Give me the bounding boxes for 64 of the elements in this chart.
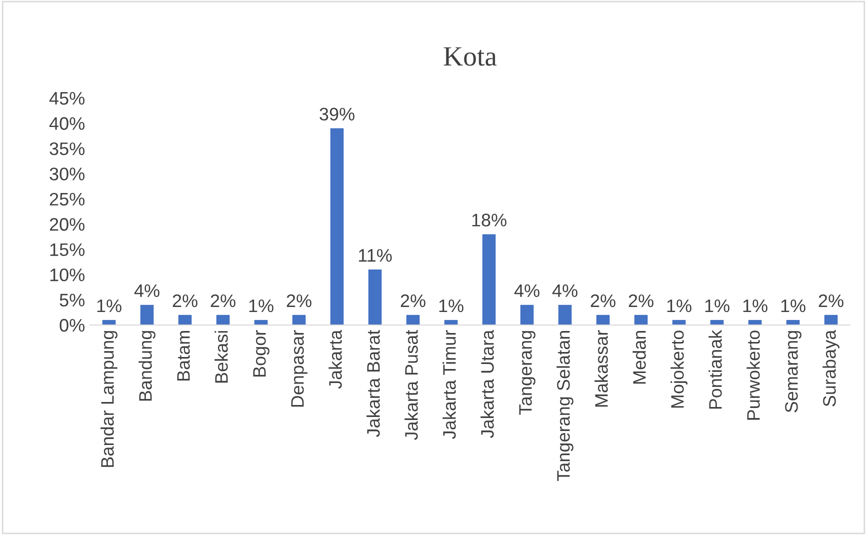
data-label: 1% [743, 300, 768, 312]
data-label: 11% [358, 249, 392, 262]
x-tick-label: Bekasi [214, 331, 228, 383]
bar [368, 270, 382, 325]
x-tick-label: Pontianak [708, 330, 722, 409]
bar [406, 314, 420, 325]
y-tick-label: 25% [50, 192, 84, 206]
data-label: 18% [472, 214, 506, 226]
bar [634, 314, 648, 325]
y-tick-label: 20% [50, 218, 84, 231]
bar [330, 128, 344, 325]
y-tick-label: 30% [50, 168, 84, 180]
x-tick-label: Medan [632, 331, 646, 384]
x-tick-label: Surabaya [822, 330, 840, 406]
data-label: 2% [400, 294, 426, 308]
data-label: 1% [439, 300, 464, 312]
x-tick-label: Denpasar [291, 330, 308, 407]
y-tick-label: 0% [60, 318, 84, 332]
y-tick-label: 35% [50, 142, 84, 156]
bar [558, 304, 572, 325]
bar [140, 304, 154, 325]
data-label: 2% [590, 294, 616, 308]
data-label: 1% [667, 300, 692, 312]
x-tick-label: Jakarta Barat [366, 330, 380, 437]
data-label: 1% [249, 300, 274, 312]
data-label: 39% [320, 108, 354, 121]
data-label: 4% [134, 284, 160, 298]
data-label: 1% [705, 300, 730, 312]
bar [596, 314, 610, 325]
x-tick-label: Makassar [594, 330, 608, 407]
y-tick-label: 5% [60, 294, 84, 306]
x-tick-label: Jakarta [328, 330, 342, 389]
x-tick-label: Tangerang [519, 331, 536, 415]
bar [178, 314, 192, 325]
bar [824, 314, 838, 325]
bar [292, 314, 306, 325]
x-tick-label: Jakarta Utara [480, 330, 494, 438]
x-tick-label: Mojokerto [670, 330, 688, 408]
x-tick-label: Semarang [785, 331, 802, 412]
data-label: 2% [286, 294, 312, 308]
y-tick-label: 40% [49, 117, 84, 130]
data-label: 2% [210, 294, 236, 308]
y-tick-label: 10% [50, 268, 84, 282]
data-label: 2% [628, 294, 654, 308]
bar [216, 314, 230, 325]
y-tick-label: 15% [50, 243, 84, 256]
x-tick-label: Tangerang Selatan [556, 331, 574, 482]
data-label: 4% [552, 284, 578, 298]
x-tick-label: Purwokerto [746, 330, 760, 420]
x-tick-label: Jakarta Pusat [404, 330, 418, 440]
x-tick-label: Bogor [253, 330, 270, 377]
y-tick-label: 45% [49, 92, 84, 105]
x-tick-label: Jakarta Timur [442, 330, 456, 439]
bar [482, 234, 496, 325]
chart-title: Kota [444, 47, 497, 66]
data-label: 2% [172, 294, 198, 308]
x-tick-label: Batam [177, 331, 190, 381]
data-label: 4% [514, 284, 540, 298]
data-label: 1% [781, 300, 806, 312]
x-tick-label: Bandar Lampung [100, 331, 118, 467]
data-label: 2% [818, 294, 844, 308]
bar [520, 304, 534, 325]
data-label: 1% [97, 300, 122, 312]
x-tick-label: Bandung [138, 331, 156, 401]
